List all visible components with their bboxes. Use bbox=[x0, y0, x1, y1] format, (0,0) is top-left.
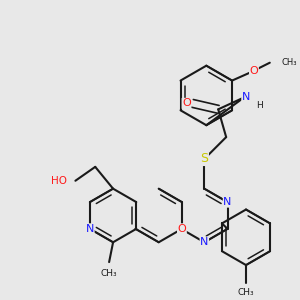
Text: N: N bbox=[242, 92, 250, 102]
Text: O: O bbox=[250, 66, 258, 76]
Text: S: S bbox=[200, 152, 208, 165]
Text: O: O bbox=[182, 98, 191, 108]
Text: N: N bbox=[86, 224, 94, 234]
Text: H: H bbox=[256, 101, 263, 110]
Text: N: N bbox=[200, 237, 208, 247]
Text: CH₃: CH₃ bbox=[101, 269, 117, 278]
Text: O: O bbox=[178, 224, 186, 234]
Text: N: N bbox=[223, 197, 232, 207]
Text: HO: HO bbox=[52, 176, 68, 186]
Text: CH₃: CH₃ bbox=[238, 288, 254, 297]
Text: CH₃: CH₃ bbox=[282, 58, 297, 67]
